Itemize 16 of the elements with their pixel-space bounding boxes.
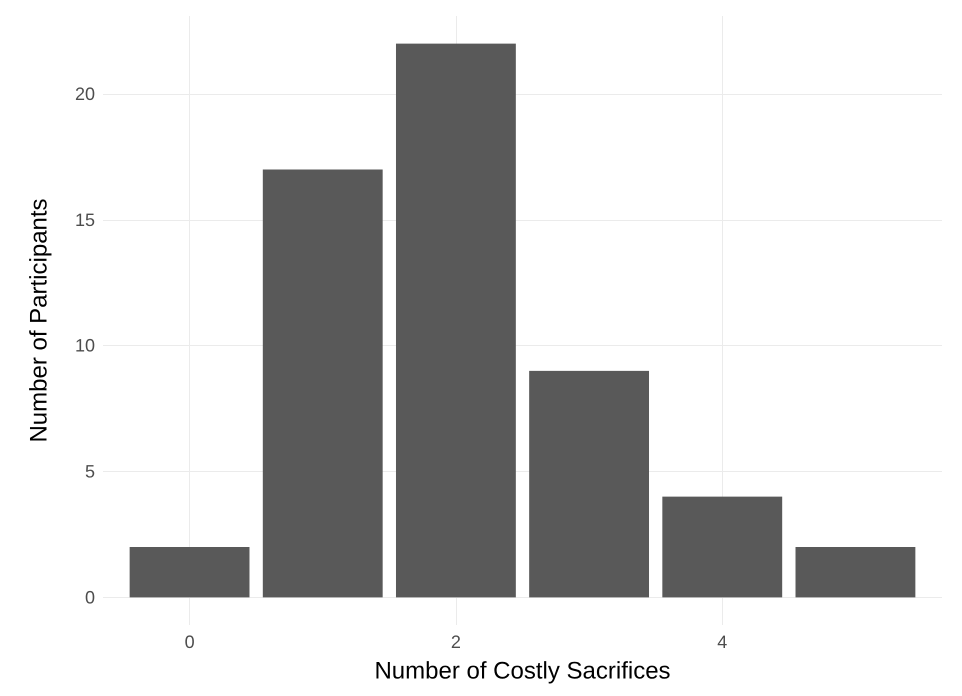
bar — [262, 170, 383, 598]
y-tick-label: 5 — [84, 461, 95, 482]
x-tick-label: 4 — [717, 632, 728, 652]
bar — [396, 44, 516, 598]
y-axis-title: Number of Participants — [26, 198, 52, 443]
y-tick-label: 0 — [84, 587, 95, 608]
x-tick-label: 0 — [184, 632, 195, 652]
bar — [796, 546, 916, 598]
x-tick-label: 2 — [450, 632, 461, 652]
bar — [130, 546, 250, 598]
bar — [529, 370, 650, 598]
bar — [662, 496, 782, 598]
x-axis-title: Number of Costly Sacrifices — [374, 658, 671, 684]
y-tick-label: 15 — [74, 210, 95, 230]
y-tick-label: 10 — [74, 336, 95, 356]
y-tick-label: 20 — [74, 84, 95, 104]
